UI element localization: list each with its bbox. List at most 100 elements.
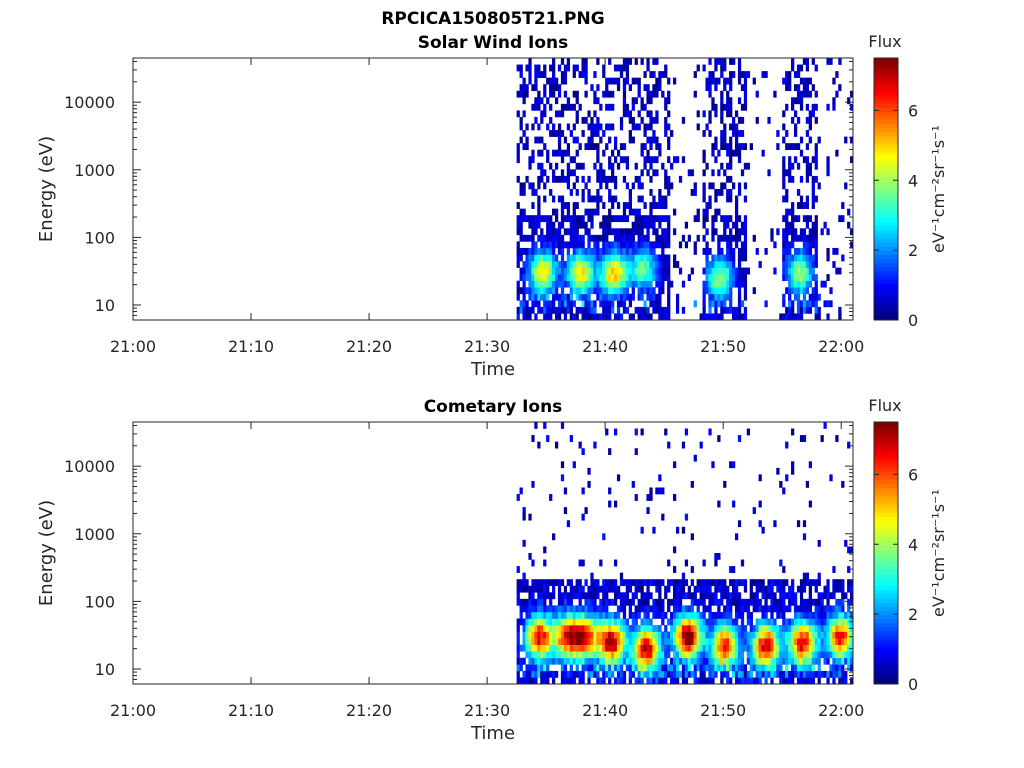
heat-cell: [717, 293, 721, 301]
heat-cell: [587, 254, 591, 262]
heat-cell: [667, 598, 671, 606]
heat-cell: [519, 64, 523, 72]
heat-cell: [714, 670, 718, 678]
heat-cell: [575, 215, 579, 223]
x-tick-label: 21:30: [464, 701, 510, 720]
heat-cell: [743, 195, 748, 203]
heat-cell: [832, 247, 836, 255]
heat-cell: [605, 670, 609, 678]
colorbar-segment: [874, 107, 898, 112]
heat-cell: [611, 651, 615, 659]
heat-cell: [649, 162, 653, 170]
heat-cell: [699, 611, 703, 619]
heat-cell: [814, 670, 818, 678]
heat-cell: [525, 136, 529, 144]
heat-cell: [637, 585, 641, 593]
heat-cell: [587, 467, 591, 475]
heat-cell: [740, 625, 745, 632]
heat-cell: [602, 306, 606, 314]
heat-cell: [791, 241, 795, 249]
heat-cell: [850, 579, 854, 587]
heat-cell: [737, 579, 742, 587]
heat-cell: [699, 631, 703, 639]
heat-cell: [619, 300, 624, 308]
heat-cell: [578, 670, 582, 678]
heat-cell: [587, 287, 591, 295]
heat-cell: [554, 228, 559, 236]
heat-cell: [729, 58, 733, 65]
colorbar-segment: [874, 176, 898, 182]
heat-cell: [646, 670, 650, 678]
colorbar-segment: [874, 180, 898, 186]
heat-cell: [608, 221, 612, 229]
heat-cell: [850, 677, 854, 685]
heat-cell: [720, 313, 724, 321]
heat-cell: [844, 611, 848, 619]
heat-cell: [850, 136, 854, 144]
heat-cell: [622, 267, 627, 275]
heat-cell: [681, 592, 686, 600]
heat-cell: [796, 313, 801, 321]
heat-cell: [587, 110, 591, 118]
heat-cell: [599, 175, 603, 183]
heat-cell: [563, 202, 568, 209]
heat-cell: [516, 494, 520, 501]
heat-cell: [549, 162, 553, 170]
panel-cometary: Cometary Ions 21:00 21:10 21:20 21:30 21:40 2…: [36, 396, 948, 744]
heat-cell: [655, 657, 659, 665]
heat-cell: [658, 143, 662, 150]
heat-cell: [593, 241, 597, 249]
heat-cell: [847, 605, 851, 613]
colorbar-segment: [874, 524, 898, 529]
heat-cell: [690, 618, 694, 626]
heat-cell: [708, 77, 712, 85]
heat-cell: [696, 611, 700, 619]
heat-cell: [687, 585, 691, 593]
heat-cell: [587, 605, 591, 613]
heat-cell: [667, 664, 671, 672]
heat-cell: [770, 651, 774, 659]
y-axis-label-cometary: Energy (eV): [36, 500, 57, 606]
heat-cell: [516, 566, 520, 573]
heat-cell: [611, 195, 615, 203]
heat-cell: [699, 664, 703, 672]
heat-cell: [537, 202, 541, 209]
heat-cell: [734, 280, 739, 288]
heat-cell: [808, 169, 812, 177]
heat-cell: [552, 90, 556, 98]
heat-cell: [584, 261, 588, 268]
heat-cell: [569, 103, 573, 111]
heat-cell: [805, 175, 810, 183]
heat-cell: [717, 280, 721, 288]
heat-cell: [605, 267, 609, 275]
heat-cell: [578, 638, 582, 645]
heat-cell: [811, 625, 815, 632]
heat-cell: [543, 261, 547, 268]
heat-cell: [805, 169, 810, 177]
heat-cell: [596, 261, 600, 268]
heat-cell: [785, 103, 789, 111]
heat-cell: [599, 195, 603, 203]
heat-cell: [720, 611, 724, 619]
heat-cell: [785, 228, 789, 236]
heat-cell: [599, 287, 603, 295]
heat-cell: [723, 254, 727, 262]
heat-cell: [687, 664, 691, 672]
heat-cell: [552, 611, 556, 619]
heat-cell: [729, 247, 733, 255]
heat-cell: [599, 585, 603, 593]
heat-cell: [608, 215, 612, 223]
heat-cell: [684, 579, 689, 587]
heat-cell: [708, 195, 712, 203]
heat-cell: [767, 605, 771, 613]
heat-cell: [566, 670, 571, 678]
heat-cell: [596, 670, 600, 678]
heat-cell: [726, 149, 730, 157]
heat-cell: [534, 241, 538, 249]
heat-cell: [646, 313, 650, 321]
heat-cell: [540, 611, 544, 619]
heat-cell: [540, 97, 544, 105]
heat-cell: [796, 638, 801, 645]
heat-cell: [631, 293, 635, 301]
heat-cell: [779, 638, 783, 645]
